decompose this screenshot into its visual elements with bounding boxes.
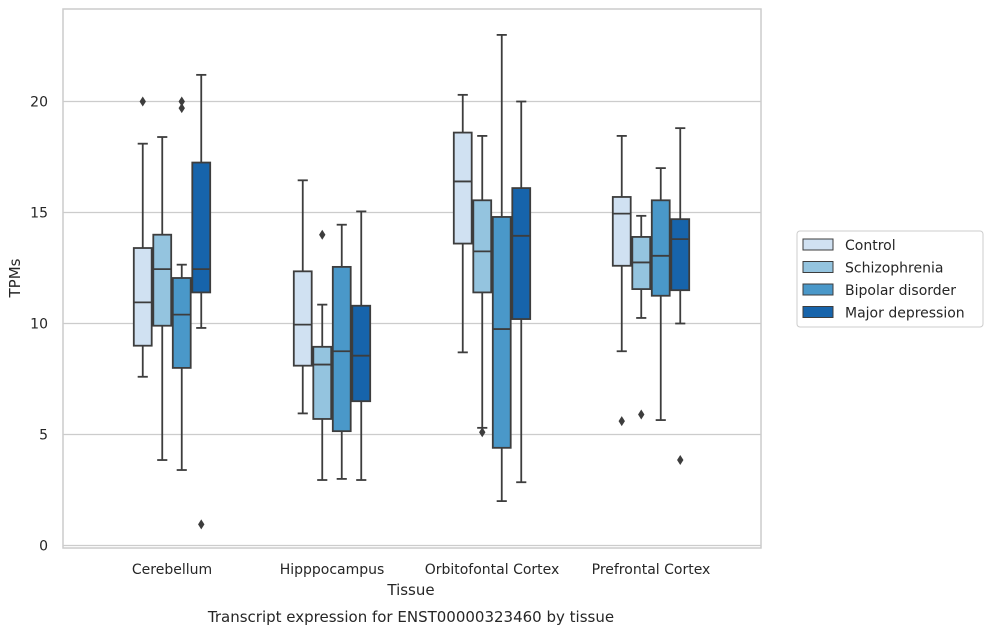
legend-swatch bbox=[802, 261, 834, 273]
x-axis-label: Tissue bbox=[386, 581, 434, 599]
legend-swatch bbox=[802, 238, 834, 251]
outlier-point bbox=[638, 409, 645, 420]
outlier-point bbox=[198, 519, 205, 530]
box-major-depression bbox=[511, 100, 532, 484]
y-tick-label: 5 bbox=[39, 428, 48, 444]
box-iqr bbox=[670, 218, 691, 292]
box-iqr bbox=[472, 199, 493, 294]
box-major-depression bbox=[351, 210, 372, 481]
box-iqr bbox=[351, 304, 372, 403]
legend-label: Bipolar disorder bbox=[845, 283, 956, 299]
box-iqr bbox=[331, 265, 352, 433]
y-tick-label: 10 bbox=[30, 317, 48, 333]
legend: Control Schizophrenia Bipolar disorder Majo… bbox=[796, 230, 984, 328]
box-bipolar-disorder bbox=[491, 34, 512, 503]
box-control bbox=[132, 96, 153, 378]
box-iqr bbox=[452, 131, 473, 245]
box-bipolar-disorder bbox=[650, 167, 671, 421]
legend-swatch bbox=[802, 283, 834, 296]
outlier-point bbox=[139, 96, 146, 107]
legend-swatch bbox=[802, 306, 834, 318]
x-tick-label: Orbitofontal Cortex bbox=[425, 562, 560, 578]
box-iqr bbox=[491, 216, 512, 449]
outlier-point bbox=[178, 103, 185, 114]
box-major-depression bbox=[191, 73, 212, 530]
x-tick-labels: Cerebellum Hipppocampus Orbitofontal Corte… bbox=[132, 562, 710, 578]
x-tick-label: Cerebellum bbox=[132, 562, 212, 578]
y-tick-label: 0 bbox=[39, 539, 48, 555]
plot-area-frame bbox=[62, 8, 762, 549]
box-control bbox=[611, 135, 632, 427]
box-schizophrenia bbox=[312, 229, 333, 481]
box-control bbox=[292, 179, 313, 415]
outlier-point bbox=[677, 455, 684, 466]
box-iqr bbox=[152, 233, 173, 327]
y-tick-label: 20 bbox=[30, 95, 48, 111]
outlier-point bbox=[618, 416, 625, 427]
x-tick-label: Hipppocampus bbox=[280, 562, 385, 578]
box-iqr bbox=[132, 247, 153, 347]
box-bipolar-disorder bbox=[171, 96, 192, 471]
outlier-point bbox=[479, 427, 486, 438]
box-iqr bbox=[191, 161, 212, 294]
legend-label: Schizophrenia bbox=[845, 261, 943, 277]
box-iqr bbox=[312, 345, 333, 420]
y-tick-labels: 0 5 10 15 20 bbox=[30, 95, 48, 555]
box-schizophrenia bbox=[152, 136, 173, 461]
y-axis-label: TPMs bbox=[6, 258, 24, 298]
box-iqr bbox=[511, 187, 532, 320]
outlier-point bbox=[319, 229, 326, 240]
box-schizophrenia bbox=[472, 135, 493, 438]
chart-caption: Transcript expression for ENST0000032346… bbox=[207, 608, 614, 626]
legend-label: Major depression bbox=[845, 306, 965, 322]
box-major-depression bbox=[670, 127, 691, 466]
x-tick-label: Prefrontal Cortex bbox=[592, 562, 711, 578]
legend-label: Control bbox=[845, 238, 896, 254]
outlier-point bbox=[178, 96, 185, 107]
box-schizophrenia bbox=[631, 214, 652, 420]
box-bipolar-disorder bbox=[331, 223, 352, 480]
box-control bbox=[452, 93, 473, 354]
box-iqr bbox=[292, 270, 313, 367]
box-iqr bbox=[611, 196, 632, 267]
box-groups bbox=[132, 34, 691, 530]
box-iqr bbox=[171, 277, 192, 369]
legend-frame bbox=[796, 230, 984, 328]
y-tick-label: 15 bbox=[30, 206, 48, 222]
box-iqr bbox=[650, 199, 671, 297]
